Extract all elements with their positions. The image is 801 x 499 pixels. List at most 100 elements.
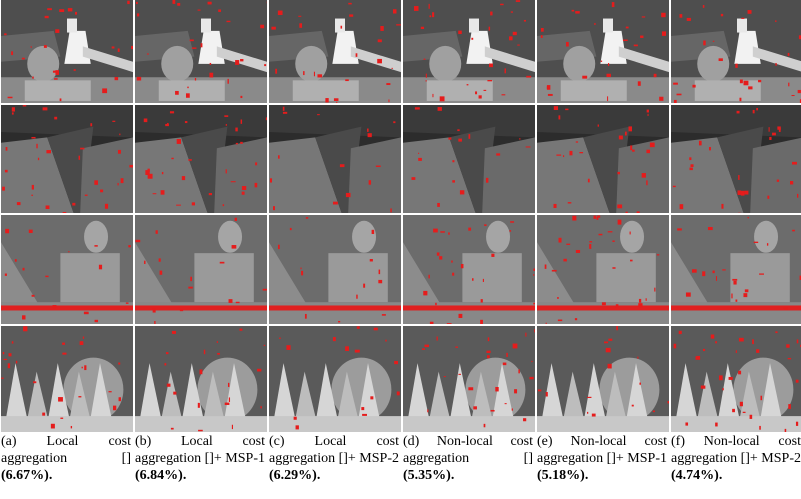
error-pixel: [523, 19, 527, 22]
error-pixel: [537, 389, 542, 392]
error-pixel: [679, 204, 684, 210]
cone: [490, 363, 517, 432]
error-pixel: [176, 138, 181, 144]
error-pixel: [369, 259, 373, 262]
error-pixel: [235, 301, 240, 304]
tile: [537, 0, 669, 103]
error-pixel: [788, 82, 790, 87]
roof: [537, 242, 577, 314]
error-pixel: [597, 124, 599, 127]
error-pixel: [597, 215, 601, 218]
error-pixel: [169, 111, 175, 114]
error-pixel: [509, 230, 512, 232]
tile: [1, 215, 133, 324]
error-pixel: [719, 375, 723, 381]
error-pixel: [558, 115, 561, 120]
error-pixel: [557, 297, 559, 299]
error-pixel: [778, 127, 781, 132]
error-pixel: [546, 86, 548, 89]
error-pixel: [47, 8, 52, 11]
error-pixel: [756, 107, 758, 111]
error-pixel: [491, 253, 495, 257]
error-pixel: [102, 88, 108, 94]
error-rate: (6.29%).: [269, 468, 321, 483]
error-pixel: [737, 190, 741, 195]
error-pixel: [275, 68, 278, 74]
error-pixel: [94, 245, 98, 247]
error-pixel: [601, 302, 606, 306]
error-pixel: [787, 52, 790, 56]
error-pixel: [448, 232, 450, 235]
body: [292, 80, 359, 101]
error-pixel: [30, 46, 32, 48]
roof: [269, 242, 309, 314]
error-pixel: [788, 404, 791, 409]
error-pixel: [769, 136, 772, 140]
error-pixel: [488, 63, 493, 68]
error-pixel: [480, 299, 483, 303]
error-pixel: [676, 93, 682, 96]
error-pixel: [42, 107, 48, 111]
error-pixel: [437, 107, 442, 111]
error-pixel: [32, 76, 34, 79]
error-pixel: [22, 315, 26, 320]
error-pixel: [540, 35, 543, 39]
ground: [537, 416, 669, 432]
error-pixel: [744, 190, 749, 195]
error-pixel: [62, 352, 67, 355]
error-pixel: [117, 48, 120, 52]
error-pixel: [356, 294, 358, 299]
lamp-top: [67, 18, 77, 33]
error-pixel: [289, 227, 292, 231]
error-pixel: [84, 194, 88, 196]
body: [694, 80, 761, 101]
error-pixel: [427, 409, 429, 413]
error-pixel: [677, 228, 682, 231]
cone: [271, 363, 299, 432]
error-pixel: [698, 140, 702, 146]
error-pixel: [475, 91, 478, 95]
error-pixel: [720, 13, 724, 17]
error-pixel: [732, 408, 735, 413]
error-pixel: [377, 58, 382, 64]
error-pixel: [512, 343, 518, 349]
error-pixel: [300, 267, 302, 270]
error-pixel: [451, 260, 453, 263]
error-pixel: [333, 98, 339, 101]
error-pixel: [78, 155, 81, 160]
box: [596, 253, 656, 303]
error-pixel: [630, 259, 633, 262]
error-pixel: [83, 311, 89, 315]
error-pixel: [120, 178, 124, 184]
error-pixel: [209, 62, 212, 65]
caption-text: (f) Non-local cost aggregation []+ MSP-2: [671, 434, 801, 466]
error-pixel: [380, 25, 384, 31]
lamp-arm: [82, 46, 133, 73]
error-pixel: [480, 319, 483, 324]
error-strip: [403, 305, 535, 311]
error-pixel: [55, 70, 60, 75]
captions: (a) Local cost aggregation [] (6.67%). (b…: [0, 433, 801, 499]
error-pixel: [198, 429, 203, 432]
panel-caption: (e) Non-local cost aggregation []+ MSP-1…: [537, 433, 667, 484]
error-pixel: [413, 6, 419, 11]
error-pixel: [158, 258, 161, 262]
error-pixel: [282, 111, 288, 114]
error-pixel: [98, 264, 103, 270]
error-pixel: [44, 15, 49, 19]
error-pixel: [67, 8, 73, 12]
error-pixel: [792, 229, 795, 232]
error-pixel: [490, 409, 495, 412]
error-pixel: [117, 182, 119, 186]
error-pixel: [641, 16, 646, 18]
error-pixel: [616, 326, 618, 331]
error-pixel: [738, 212, 741, 213]
error-pixel: [207, 1, 212, 5]
error-pixel: [200, 43, 203, 48]
error-pixel: [756, 349, 760, 353]
error-pixel: [42, 412, 46, 416]
error-pixel: [394, 360, 398, 365]
error-strip: [1, 305, 133, 311]
error-pixel: [625, 211, 628, 213]
error-pixel: [396, 24, 401, 26]
